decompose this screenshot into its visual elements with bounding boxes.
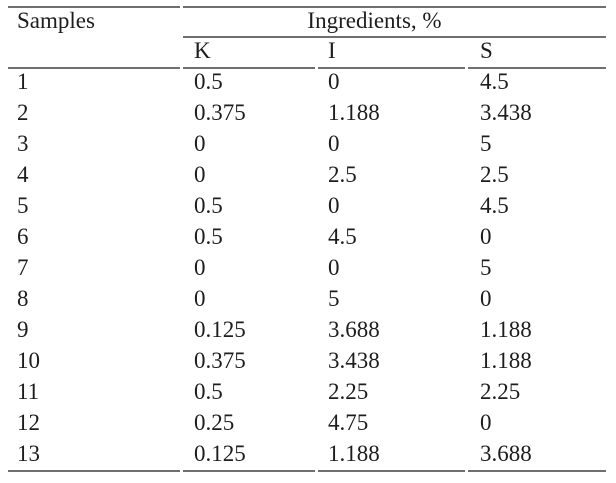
table-row: 13 0.125 1.188 3.688 <box>8 441 606 472</box>
sample-id-cell: 5 <box>17 193 29 218</box>
table-row: 5 0.5 0 4.5 <box>8 193 606 224</box>
value-cell: 3.688 <box>328 317 380 342</box>
sample-id-cell: 1 <box>17 69 29 94</box>
value-cell: 0 <box>480 410 492 435</box>
table-header: Samples Ingredients, % K I S <box>8 6 606 69</box>
value-cell: 4.5 <box>480 193 509 218</box>
sample-id-cell: 11 <box>17 379 40 404</box>
value-cell: 3.688 <box>468 441 606 472</box>
group-header-row: Samples Ingredients, % <box>8 6 606 69</box>
sample-id-cell: 9 <box>17 317 29 342</box>
table-row: 11 0.5 2.25 2.25 <box>8 379 606 410</box>
value-cell: 5 <box>480 255 492 280</box>
value-cell: 0.5 <box>194 193 223 218</box>
value-cell: 0.5 <box>194 379 223 404</box>
ingredients-group-header: Ingredients, % <box>183 6 606 38</box>
value-cell: 3.438 <box>480 100 532 125</box>
table-row: 10 0.375 3.438 1.188 <box>8 348 606 379</box>
value-cell: 0 <box>328 193 340 218</box>
column-header-s: S <box>468 38 606 69</box>
sample-id-cell: 13 <box>8 441 180 472</box>
value-cell: 0.25 <box>194 410 235 435</box>
sample-id-cell: 3 <box>17 131 29 156</box>
value-cell: 4.5 <box>328 224 357 249</box>
value-cell: 0 <box>194 162 206 187</box>
table-row: 2 0.375 1.188 3.438 <box>8 100 606 131</box>
samples-column-header: Samples <box>8 6 180 69</box>
value-cell: 3.438 <box>328 348 380 373</box>
table-row: 7 0 0 5 <box>8 255 606 286</box>
sample-id-cell: 4 <box>17 162 29 187</box>
sample-id-cell: 12 <box>17 410 40 435</box>
value-cell: 1.188 <box>328 100 380 125</box>
table-row: 3 0 0 5 <box>8 131 606 162</box>
value-cell: 4.75 <box>328 410 369 435</box>
value-cell: 0.375 <box>194 100 246 125</box>
value-cell: 0 <box>480 224 492 249</box>
table-row: 8 0 5 0 <box>8 286 606 317</box>
table-body: 1 0.5 0 4.5 2 0.375 1.188 3.438 3 0 0 5 4 0 2.5 2.5 5 0.5… <box>8 69 606 472</box>
value-cell: 0 <box>328 131 340 156</box>
column-header-i: I <box>318 38 465 69</box>
value-cell: 0.125 <box>183 441 315 472</box>
value-cell: 0.375 <box>194 348 246 373</box>
sub-header-row: K I S <box>8 38 606 69</box>
value-cell: 0.5 <box>194 69 223 94</box>
sample-id-cell: 8 <box>17 286 29 311</box>
ingredients-table: Samples Ingredients, % K I S 1 0.5 0 4.5 2 0.… <box>5 6 609 472</box>
value-cell: 5 <box>328 286 340 311</box>
value-cell: 1.188 <box>480 348 532 373</box>
column-header-k: K <box>183 38 315 69</box>
sample-id-cell: 7 <box>17 255 29 280</box>
value-cell: 4.5 <box>480 69 509 94</box>
value-cell: 0.125 <box>194 317 246 342</box>
value-cell: 2.5 <box>480 162 509 187</box>
value-cell: 0 <box>328 69 340 94</box>
value-cell: 2.25 <box>328 379 369 404</box>
value-cell: 0.5 <box>194 224 223 249</box>
value-cell: 0 <box>194 255 206 280</box>
value-cell: 5 <box>480 131 492 156</box>
sample-id-cell: 2 <box>17 100 29 125</box>
table-row: 12 0.25 4.75 0 <box>8 410 606 441</box>
table-row: 9 0.125 3.688 1.188 <box>8 317 606 348</box>
value-cell: 2.25 <box>480 379 521 404</box>
sample-id-cell: 10 <box>17 348 40 373</box>
value-cell: 1.188 <box>318 441 465 472</box>
value-cell: 2.5 <box>328 162 357 187</box>
table-row: 1 0.5 0 4.5 <box>8 69 606 100</box>
value-cell: 1.188 <box>480 317 532 342</box>
table-row: 6 0.5 4.5 0 <box>8 224 606 255</box>
value-cell: 0 <box>194 131 206 156</box>
table-row: 4 0 2.5 2.5 <box>8 162 606 193</box>
sample-id-cell: 6 <box>17 224 29 249</box>
value-cell: 0 <box>328 255 340 280</box>
value-cell: 0 <box>480 286 492 311</box>
value-cell: 0 <box>194 286 206 311</box>
